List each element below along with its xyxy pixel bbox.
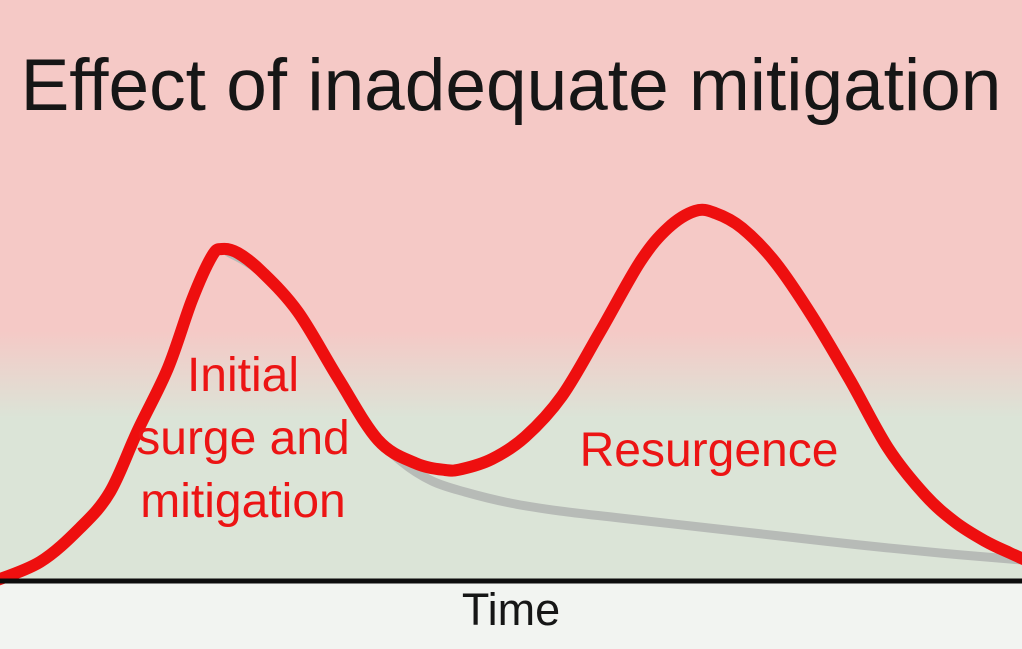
x-axis-label: Time: [461, 584, 561, 635]
annotation-initial-surge-line2: surge and: [136, 412, 350, 465]
chart-title: Effect of inadequate mitigation: [20, 45, 1002, 126]
annotation-resurgence: Resurgence: [579, 424, 839, 477]
axis-footer-area: [0, 581, 1022, 649]
annotation-initial-surge-line1: Initial: [186, 349, 300, 402]
plot-gradient-background: [0, 0, 1022, 581]
annotation-initial-surge-line3: mitigation: [140, 475, 346, 528]
inadequate-mitigation-curve: [0, 203, 1022, 586]
annotation-initial-surge: Initial surge and mitigation: [93, 344, 393, 533]
